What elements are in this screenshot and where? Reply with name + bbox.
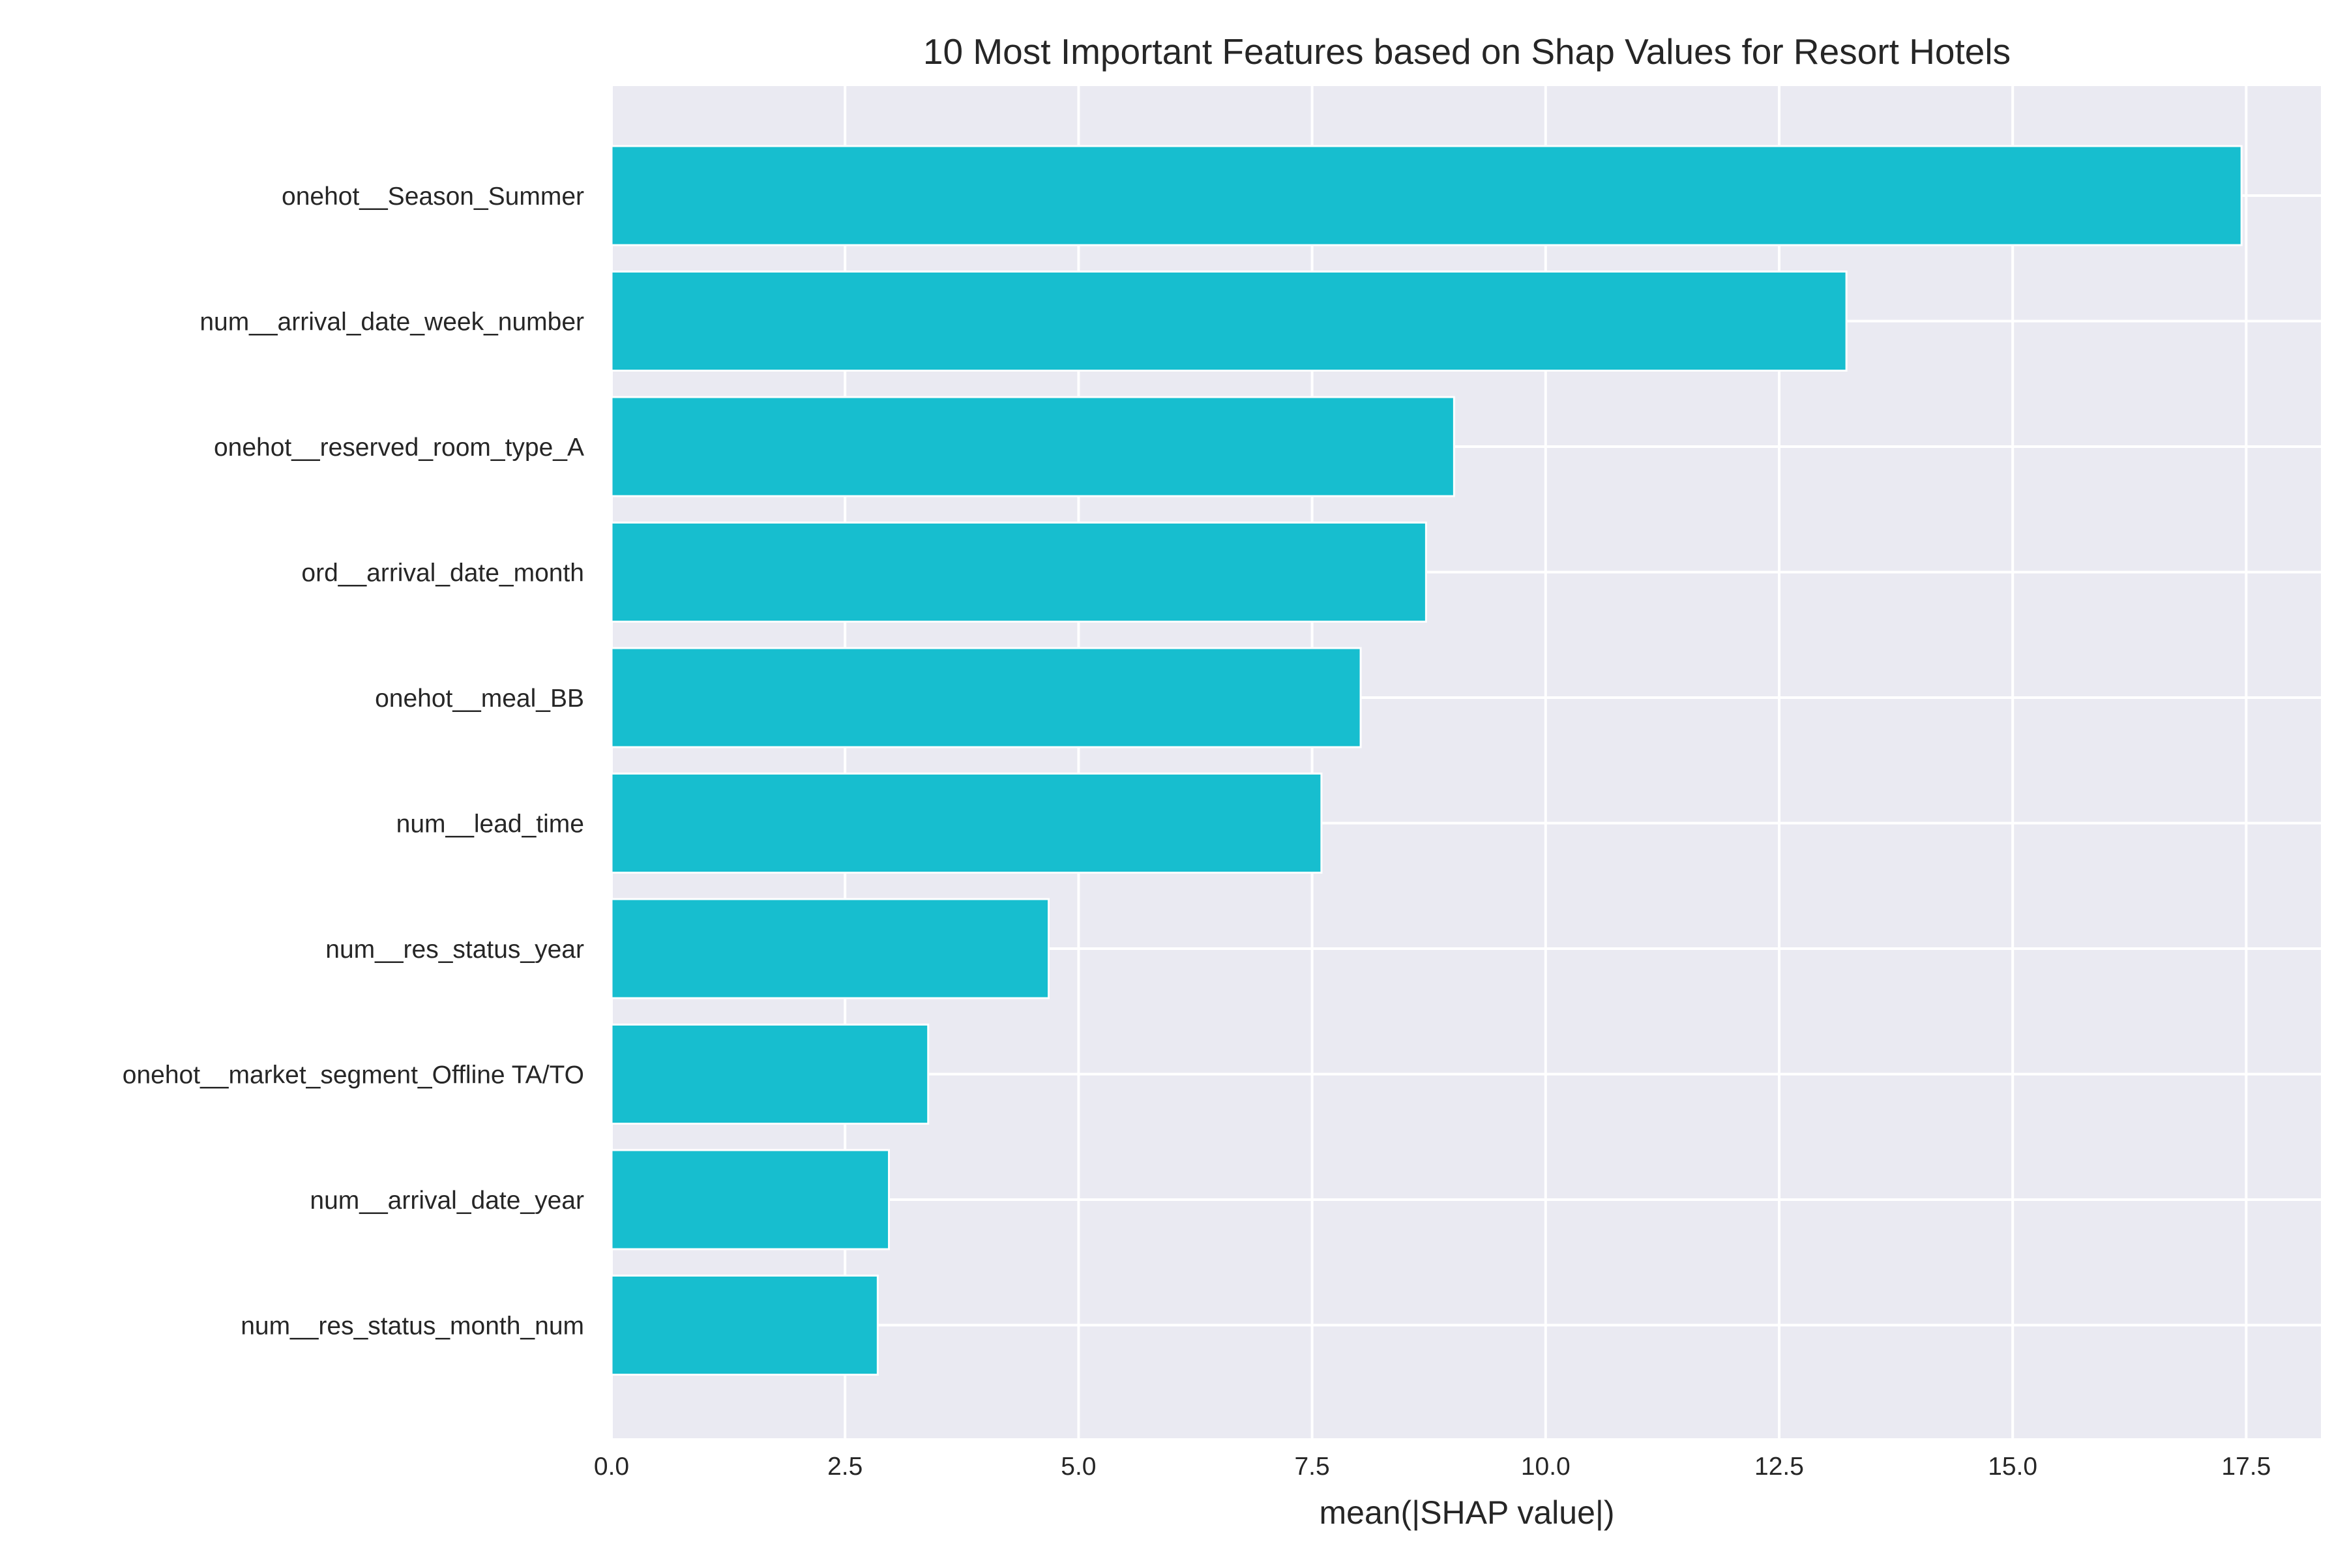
y-tick-labels: onehot__Season_Summer num__arrival_date_w… [123, 183, 584, 1340]
x-tick-label: 17.5 [2221, 1453, 2271, 1481]
y-tick-label: num__arrival_date_week_number [199, 308, 584, 336]
bar [610, 773, 1323, 874]
bar [610, 522, 1427, 623]
x-tick-label: 2.5 [827, 1453, 863, 1481]
bar [610, 1275, 879, 1376]
x-tick-label: 0.0 [594, 1453, 629, 1481]
y-tick-label: num__arrival_date_year [310, 1187, 584, 1215]
y-tick-label: num__res_status_month_num [241, 1312, 584, 1340]
x-tick-label: 15.0 [1988, 1453, 2037, 1481]
x-tick-label: 7.5 [1294, 1453, 1329, 1481]
bar [610, 898, 1050, 999]
y-tick-label: ord__arrival_date_month [301, 559, 584, 587]
x-tick-label: 12.5 [1754, 1453, 1804, 1481]
bar [610, 271, 1848, 372]
y-tick-label: onehot__Season_Summer [282, 183, 584, 211]
bar [610, 647, 1362, 748]
chart-title: 10 Most Important Features based on Shap… [923, 31, 2011, 72]
y-tick-label: num__res_status_year [325, 936, 584, 964]
x-axis-label: mean(|SHAP value|) [1319, 1494, 1614, 1531]
x-tick-labels: 0.0 2.5 5.0 7.5 10.0 12.5 15.0 17.5 [594, 1453, 2271, 1481]
bars [610, 145, 2243, 1376]
bar [610, 145, 2243, 246]
y-tick-label: onehot__market_segment_Offline TA/TO [123, 1061, 584, 1089]
y-tick-label: num__lead_time [396, 810, 584, 838]
x-tick-label: 5.0 [1061, 1453, 1096, 1481]
x-tick-label: 10.0 [1521, 1453, 1571, 1481]
y-tick-label: onehot__reserved_room_type_A [214, 434, 584, 462]
bar [610, 1149, 891, 1250]
bar [610, 1024, 930, 1125]
y-tick-label: onehot__meal_BB [375, 685, 584, 713]
bar [610, 396, 1455, 497]
